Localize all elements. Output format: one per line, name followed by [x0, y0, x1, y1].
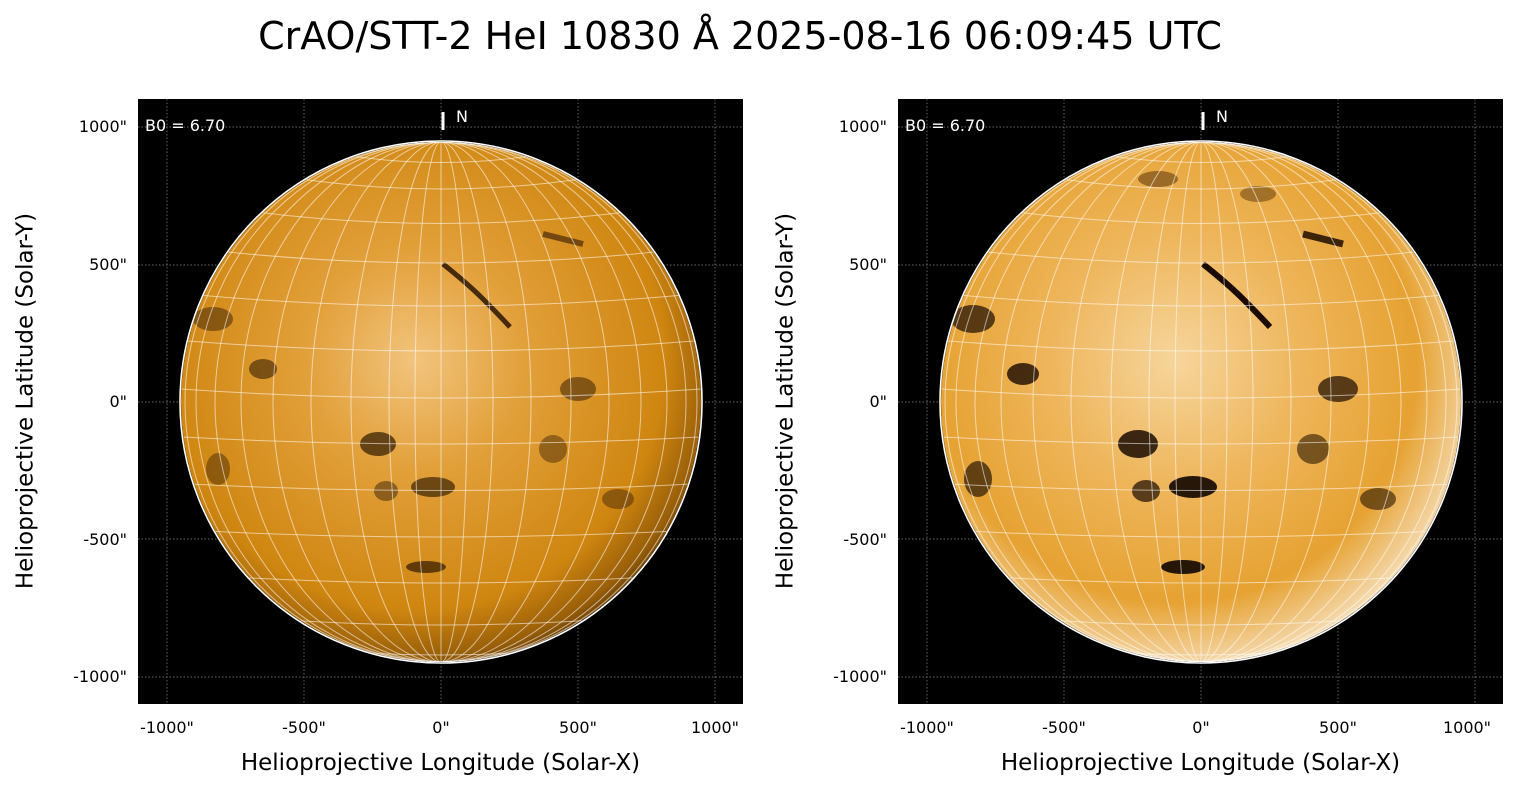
left-xtick: -1000": [140, 718, 194, 737]
left-xtick: 500": [559, 718, 597, 737]
right-xtick: 0": [1192, 718, 1210, 737]
left-heliographic-grid: [181, 142, 701, 662]
left-ylabel: Helioprojective Latitude (Solar-Y): [12, 212, 39, 590]
right-solar-image-panel: B0 = 6.70 N: [898, 99, 1503, 704]
left-ytick: 1000": [78, 117, 127, 136]
left-north-label: N: [456, 107, 468, 126]
left-b0-label: B0 = 6.70: [145, 116, 226, 135]
left-solar-disk-image: [138, 99, 743, 704]
right-limb-circle: [939, 140, 1463, 664]
right-ytick: -1000": [833, 667, 887, 686]
left-xlabel: Helioprojective Longitude (Solar-X): [240, 750, 641, 776]
right-dark-filaments: [951, 171, 1396, 574]
figure-title: CrAO/STT-2 HeI 10830 Å 2025-08-16 06:09:…: [258, 14, 1222, 58]
left-ytick: 500": [89, 255, 127, 274]
left-ytick: 0": [109, 392, 127, 411]
right-ylabel: Helioprojective Latitude (Solar-Y): [772, 212, 799, 590]
right-north-label: N: [1216, 107, 1228, 126]
right-ytick: -500": [843, 530, 887, 549]
left-ytick: -500": [83, 530, 127, 549]
left-xtick: 0": [432, 718, 450, 737]
left-solar-image-panel: B0 = 6.70 N: [138, 99, 743, 704]
left-ytick: -1000": [73, 667, 127, 686]
right-xlabel: Helioprojective Longitude (Solar-X): [1000, 750, 1401, 776]
right-heliographic-grid: [941, 142, 1461, 662]
right-solar-disk-image: [898, 99, 1503, 704]
right-ytick: 1000": [838, 117, 887, 136]
right-xtick: 1000": [1442, 718, 1492, 737]
left-dark-filaments: [193, 231, 634, 573]
right-xtick: -500": [1042, 718, 1086, 737]
right-xtick: 500": [1319, 718, 1357, 737]
left-xtick: -500": [282, 718, 326, 737]
left-limb-circle: [179, 140, 703, 664]
right-xtick: -1000": [900, 718, 954, 737]
left-xtick: 1000": [690, 718, 740, 737]
right-b0-label: B0 = 6.70: [905, 116, 986, 135]
right-ytick: 0": [869, 392, 887, 411]
right-ytick: 500": [849, 255, 887, 274]
